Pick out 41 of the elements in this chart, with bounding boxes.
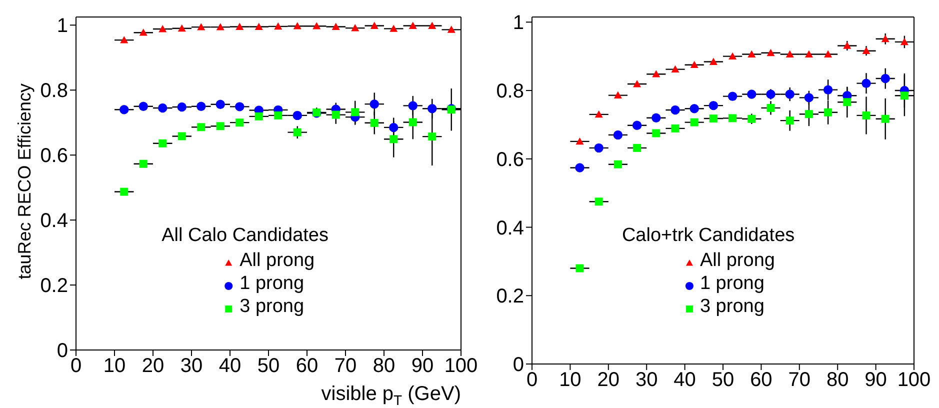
y-tick-label: 0.2 bbox=[496, 286, 524, 308]
x-tick-label: 90 bbox=[864, 369, 887, 392]
x-tick-label: 80 bbox=[826, 369, 849, 392]
x-tick-label: 30 bbox=[635, 369, 658, 392]
x-tick-label: 70 bbox=[334, 355, 357, 378]
y-tick-label: 0.8 bbox=[496, 80, 524, 103]
x-tick-label: 40 bbox=[674, 369, 696, 392]
x-tick-label: 50 bbox=[712, 369, 734, 392]
legend-label: 1 prong bbox=[700, 272, 764, 294]
x-tick-label: 90 bbox=[411, 355, 434, 378]
y-tick-label: 0 bbox=[56, 340, 68, 362]
legend-label: All prong bbox=[700, 250, 775, 272]
y-tick-label: 0.6 bbox=[40, 145, 68, 168]
legend-label: 1 prong bbox=[240, 272, 304, 294]
legend-label: 3 prong bbox=[240, 296, 304, 318]
x-tick-label: 80 bbox=[372, 355, 396, 378]
y-tick-label: 0.4 bbox=[496, 217, 524, 240]
x-tick-label: 70 bbox=[788, 369, 811, 392]
x-tick-label: 60 bbox=[750, 369, 772, 392]
y-axis-title: tauRec RECO Efficiency bbox=[14, 84, 34, 280]
legend-title: All Calo Candidates bbox=[162, 225, 328, 247]
x-axis-title: visible p$_{T}$ (GeV) bbox=[321, 383, 461, 408]
x-tick-label: 50 bbox=[257, 355, 280, 378]
x-tick-label: 40 bbox=[218, 355, 242, 378]
y-tick-label: 0.4 bbox=[40, 210, 68, 232]
y-tick-label: 0.6 bbox=[496, 148, 524, 171]
y-tick-label: 1 bbox=[512, 12, 524, 34]
x-tick-label: 20 bbox=[142, 355, 164, 378]
y-tick-label: 1 bbox=[56, 15, 68, 38]
legend-label: 3 prong bbox=[700, 296, 764, 318]
x-tick-label: 20 bbox=[597, 369, 620, 392]
x-tick-label: 60 bbox=[296, 355, 318, 378]
y-tick-label: 0.2 bbox=[40, 275, 68, 298]
x-tick-label: 10 bbox=[103, 355, 126, 378]
y-tick-label: 0.8 bbox=[40, 80, 68, 102]
x-tick-label: 10 bbox=[559, 369, 582, 392]
x-tick-label: 30 bbox=[180, 355, 203, 378]
legend-title: Calo+trk Candidates bbox=[622, 225, 795, 247]
x-tick-label: 100 bbox=[897, 369, 931, 392]
x-tick-label: 100 bbox=[444, 355, 478, 378]
legend-label: All prong bbox=[240, 250, 315, 272]
